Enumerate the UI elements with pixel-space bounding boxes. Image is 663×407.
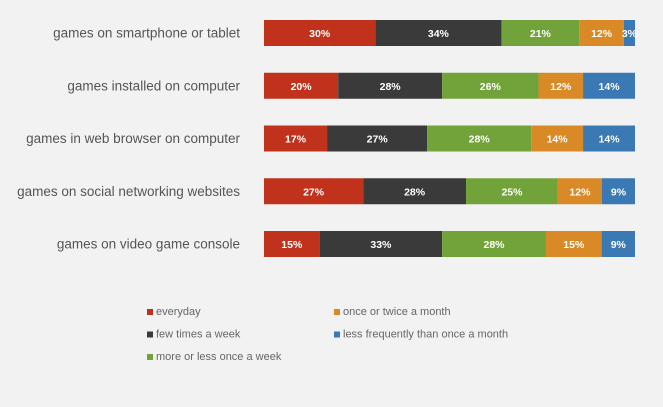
bar-segment: [442, 231, 546, 257]
bar-segment: [538, 72, 584, 99]
bar-segment: [427, 125, 532, 152]
value-label: 12%: [550, 81, 572, 93]
value-label: 14%: [599, 134, 621, 146]
legend-swatch: [147, 331, 153, 338]
value-label: 30%: [309, 28, 331, 40]
bar-segment: [264, 72, 339, 99]
bar-segment: [531, 125, 584, 152]
bar-segment: [583, 72, 635, 99]
category-label: games on social networking websites: [17, 184, 240, 199]
value-label: 28%: [380, 81, 402, 93]
category-label: games in web browser on computer: [26, 131, 240, 146]
category-label: games on video game console: [57, 237, 240, 252]
value-label: 25%: [501, 186, 523, 198]
bar-segment: [327, 125, 428, 152]
value-label: 14%: [599, 81, 621, 93]
value-label: 17%: [285, 134, 307, 146]
legend: everyday few times a week more or less onc…: [147, 306, 508, 363]
legend-label: few times a week: [156, 329, 241, 341]
value-label: 15%: [563, 239, 585, 251]
value-label: 21%: [530, 28, 552, 40]
value-label: 12%: [591, 28, 613, 40]
bar-segment: [264, 178, 364, 205]
value-label: 26%: [480, 81, 502, 93]
value-label: 34%: [428, 28, 450, 40]
value-label: 20%: [291, 81, 313, 93]
bar-segment: [623, 20, 635, 46]
bar-segment: [579, 20, 624, 46]
value-label: 27%: [303, 186, 325, 198]
legend-label: more or less once a week: [156, 351, 282, 363]
bar-segment: [557, 178, 602, 205]
legend-label: once or twice a month: [343, 306, 451, 318]
bar-segments: [264, 20, 635, 257]
value-label: 28%: [469, 134, 491, 146]
legend-swatch: [147, 354, 153, 360]
category-label: games installed on computer: [67, 78, 240, 93]
value-label: 3%: [622, 28, 638, 40]
value-label: 9%: [611, 239, 627, 251]
value-label: 12%: [569, 186, 591, 198]
bar-segment: [466, 178, 558, 205]
bar-segment: [319, 231, 443, 257]
value-label: 28%: [404, 186, 426, 198]
bar-segment: [545, 231, 602, 257]
bar-segment: [375, 20, 502, 46]
bar-segment: [601, 231, 635, 257]
legend-swatch: [334, 309, 340, 315]
bar-segment: [583, 125, 635, 152]
value-labels: 30% 34% 21% 12% 3% 20% 28% 26% 12% 14% 17% 27% 28% 14…: [281, 28, 637, 251]
legend-label: less frequently than once a month: [343, 329, 508, 341]
legend-label: everyday: [156, 306, 201, 318]
bar-segment: [601, 178, 635, 205]
category-label: games on smartphone or tablet: [53, 26, 240, 41]
bar-segment: [264, 20, 376, 46]
category-labels: games on smartphone or tablet games insta…: [17, 26, 240, 252]
bar-segment: [338, 72, 443, 99]
value-label: 27%: [367, 134, 389, 146]
value-label: 28%: [484, 239, 506, 251]
legend-swatch: [334, 331, 340, 338]
value-label: 9%: [611, 186, 627, 198]
value-label: 33%: [370, 239, 392, 251]
bar-segment: [264, 231, 320, 257]
value-label: 15%: [281, 239, 303, 251]
bar-segment: [442, 72, 539, 99]
legend-swatch: [147, 309, 153, 315]
bar-segment: [501, 20, 580, 46]
bar-segment: [363, 178, 467, 205]
value-label: 14%: [547, 134, 569, 146]
bar-segment: [264, 125, 328, 152]
